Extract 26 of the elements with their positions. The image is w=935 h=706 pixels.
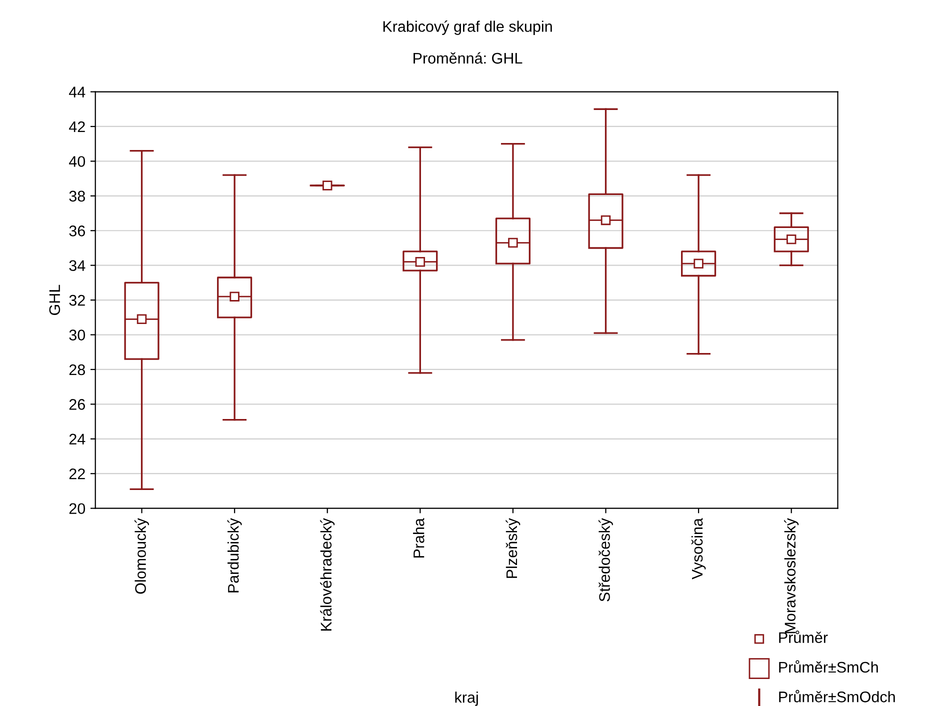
text: Průměr±SmOdch — [779, 690, 895, 702]
text: Průměr±SmCh — [779, 660, 878, 673]
x-axis-title: kraj — [455, 692, 478, 706]
x-tick-label: Olomoucký — [134, 518, 149, 594]
y-tick-label: 26 — [69, 399, 85, 410]
y-tick-label: 22 — [69, 468, 85, 480]
x-tick-label: Královéhradecký — [320, 518, 335, 631]
x-tick-label: Vysočina — [691, 518, 706, 580]
y-tick-label: 44 — [69, 86, 86, 98]
y-tick-label: 30 — [69, 330, 86, 340]
x-tick-label: Praha — [413, 518, 424, 558]
x-tick-label: Středočeský — [598, 518, 613, 602]
y-tick-label: 32 — [69, 294, 85, 306]
y-tick-label: 42 — [69, 121, 85, 132]
y-tick-label: 28 — [69, 364, 85, 376]
y-tick-label: 36 — [69, 225, 85, 236]
y-tick-label: 34 — [69, 260, 86, 272]
chart-title: Krabicový graf dle skupin — [383, 20, 552, 35]
chart-subtitle: Proměnná: GHL — [414, 52, 522, 64]
y-axis-title: GHL — [49, 284, 60, 315]
x-tick-label: Plzeňský — [506, 518, 520, 578]
y-tick-label: 20 — [69, 503, 86, 514]
x-tick-label: Pardubický — [227, 518, 242, 592]
y-tick-label: 24 — [69, 434, 86, 444]
y-tick-label: 38 — [69, 190, 85, 202]
y-tick-label: 40 — [69, 156, 86, 167]
